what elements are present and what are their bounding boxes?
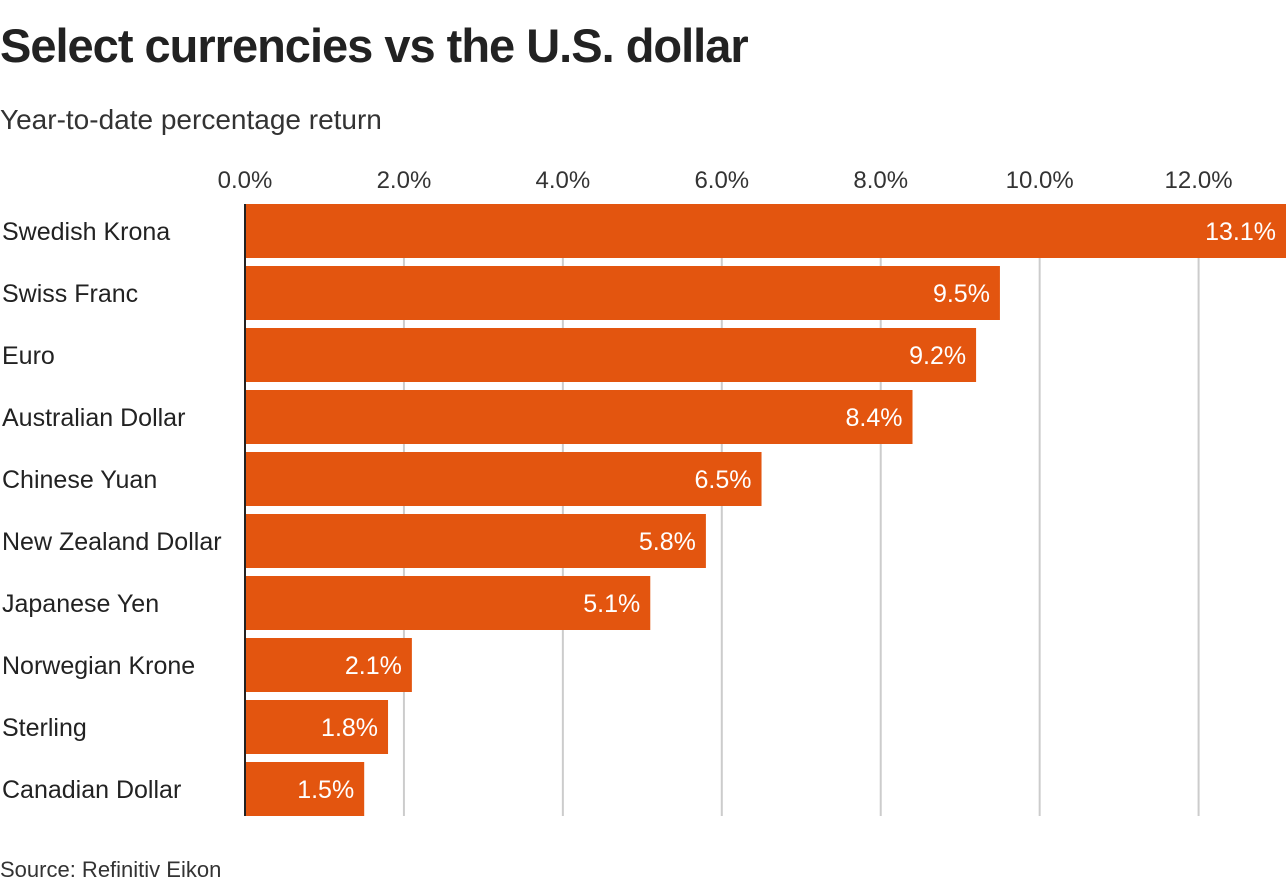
category-label: Euro: [2, 342, 55, 370]
category-label: Swedish Krona: [2, 218, 170, 246]
bar: [245, 762, 365, 816]
bar: [245, 514, 706, 568]
category-label: Sterling: [2, 714, 87, 742]
bar-value-label: 5.1%: [583, 590, 640, 618]
x-tick-label: 12.0%: [1165, 167, 1233, 194]
category-label: Swiss Franc: [2, 280, 138, 308]
bar-value-label: 1.5%: [297, 776, 354, 804]
category-label: Australian Dollar: [2, 404, 185, 432]
category-label: New Zealand Dollar: [2, 528, 222, 556]
x-tick-label: 8.0%: [853, 167, 908, 194]
x-tick-label: 0.0%: [218, 167, 273, 194]
bar-value-label: 6.5%: [695, 466, 752, 494]
x-tick-label: 2.0%: [377, 167, 432, 194]
bar: [245, 638, 412, 692]
bar: [245, 204, 1286, 258]
x-tick-label: 6.0%: [694, 167, 749, 194]
x-tick-label: 4.0%: [536, 167, 591, 194]
bar-value-label: 5.8%: [639, 528, 696, 556]
category-labels: Swedish Krona Swiss Franc Euro Australian D…: [2, 218, 222, 804]
bar-value-label: 1.8%: [321, 714, 378, 742]
bar-value-label: 2.1%: [345, 652, 402, 680]
bar-value-label: 9.5%: [933, 280, 990, 308]
category-label: Canadian Dollar: [2, 776, 181, 804]
bar-value-label: 9.2%: [909, 342, 966, 370]
bar-value-label: 8.4%: [846, 404, 903, 432]
chart-title: Select currencies vs the U.S. dollar: [0, 19, 749, 72]
bar: [245, 700, 389, 754]
bar: [245, 328, 977, 382]
bar: [245, 452, 762, 506]
bar: [245, 576, 651, 630]
chart-subtitle: Year-to-date percentage return: [0, 104, 382, 135]
x-tick-label: 10.0%: [1006, 167, 1074, 194]
bar: [245, 390, 913, 444]
category-label: Chinese Yuan: [2, 466, 157, 494]
category-label: Norwegian Krone: [2, 652, 195, 680]
bar-value-label: 13.1%: [1205, 218, 1276, 246]
x-axis-tick-labels: 0.0% 2.0% 4.0% 6.0% 8.0% 10.0% 12.0%: [218, 167, 1233, 194]
bar: [245, 266, 1000, 320]
source-note: Source: Refinitiv Eikon: [0, 857, 222, 882]
bars: 13.1% 9.5% 9.2% 8.4% 6.5% 5.8% 5.1% 2.1% 1.8% 1.5…: [245, 204, 1286, 816]
category-label: Japanese Yen: [2, 590, 159, 618]
